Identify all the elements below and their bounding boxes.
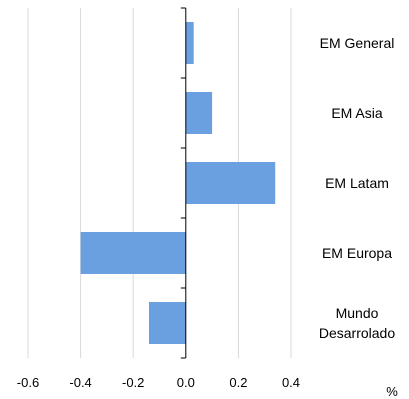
category-label: EM General bbox=[320, 35, 395, 51]
x-tick-label: 0.2 bbox=[229, 375, 247, 390]
category-label: Desarrolado bbox=[319, 325, 395, 341]
y-axis bbox=[180, 7, 187, 359]
category-label: EM Asia bbox=[331, 105, 383, 121]
x-tick-label: 0.4 bbox=[282, 375, 300, 390]
bars bbox=[80, 22, 276, 344]
grid-lines bbox=[27, 8, 292, 358]
category-label: EM Europa bbox=[322, 245, 392, 261]
category-label: Mundo bbox=[336, 305, 379, 321]
bar bbox=[185, 92, 213, 134]
category-labels: EM General EM Asia EM Latam EM Europa Mundo D… bbox=[319, 35, 395, 341]
x-tick-label: -0.4 bbox=[69, 375, 91, 390]
bar bbox=[148, 302, 186, 344]
x-tick-labels: -0.6 -0.4 -0.2 0.0 0.2 0.4 bbox=[17, 375, 300, 390]
category-label: EM Latam bbox=[325, 175, 389, 191]
bar bbox=[185, 22, 194, 64]
bar bbox=[185, 162, 276, 204]
bar bbox=[80, 232, 186, 274]
x-unit-label: % bbox=[386, 384, 398, 399]
x-tick-label: -0.6 bbox=[17, 375, 39, 390]
x-tick-label: 0.0 bbox=[177, 375, 195, 390]
x-tick-label: -0.2 bbox=[122, 375, 144, 390]
